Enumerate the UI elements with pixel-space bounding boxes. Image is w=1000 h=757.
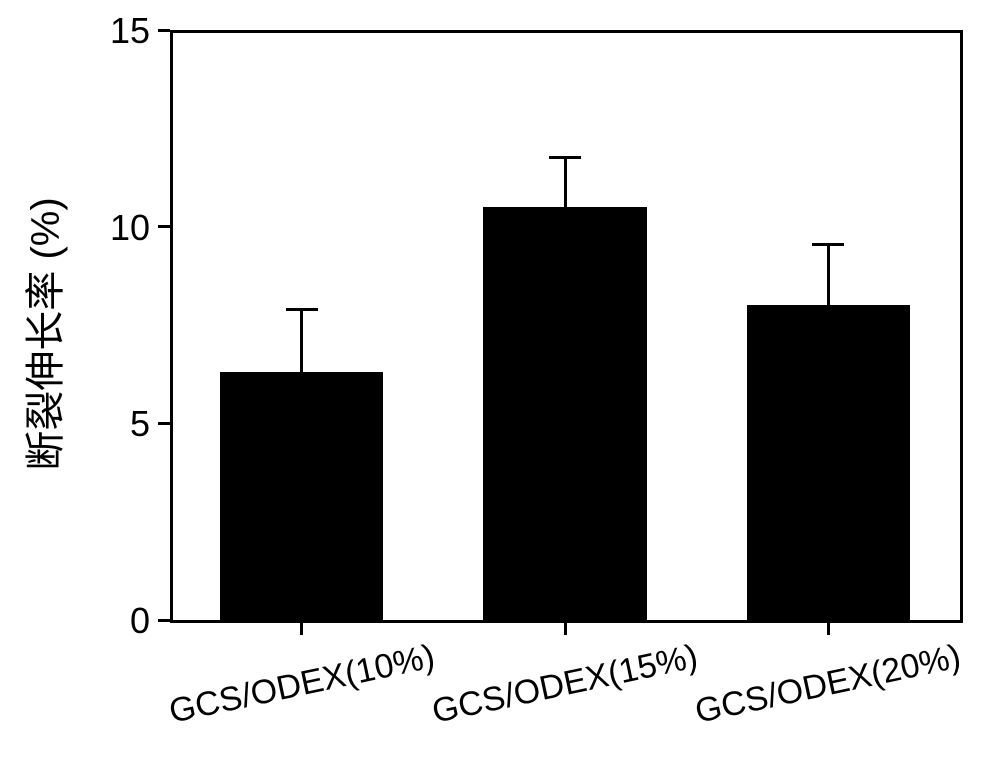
error-bar-line	[827, 244, 830, 305]
y-tick-label: 10	[110, 207, 150, 249]
y-tick	[158, 225, 170, 228]
error-bar-line	[300, 309, 303, 372]
error-bar-cap	[286, 308, 318, 311]
y-axis-label: 断裂伸长率 (%)	[13, 39, 71, 629]
y-tick	[158, 619, 170, 622]
chart-container: 断裂伸长率 (%) 0 5 10 15 GCS/ODEX(10%)GCS/ODEX(15…	[0, 0, 1000, 757]
x-tick-label: GCS/ODEX(20%)	[678, 634, 980, 735]
right-axis-line	[960, 30, 963, 623]
x-tick-label: GCS/ODEX(15%)	[414, 634, 716, 735]
x-tick	[564, 623, 567, 635]
y-axis-line	[170, 30, 173, 623]
x-axis-line	[170, 620, 963, 623]
error-bar-line	[564, 158, 567, 207]
y-tick	[158, 29, 170, 32]
y-tick-label: 5	[130, 403, 150, 445]
y-tick-label: 15	[110, 10, 150, 52]
top-axis-line	[170, 30, 963, 33]
bar	[483, 207, 646, 620]
x-tick	[827, 623, 830, 635]
bar	[747, 305, 910, 620]
error-bar-cap	[549, 156, 581, 159]
y-tick-label: 0	[130, 600, 150, 642]
x-tick	[300, 623, 303, 635]
bar	[220, 372, 383, 620]
y-tick	[158, 422, 170, 425]
error-bar-cap	[812, 243, 844, 246]
x-tick-label: GCS/ODEX(10%)	[151, 634, 453, 735]
